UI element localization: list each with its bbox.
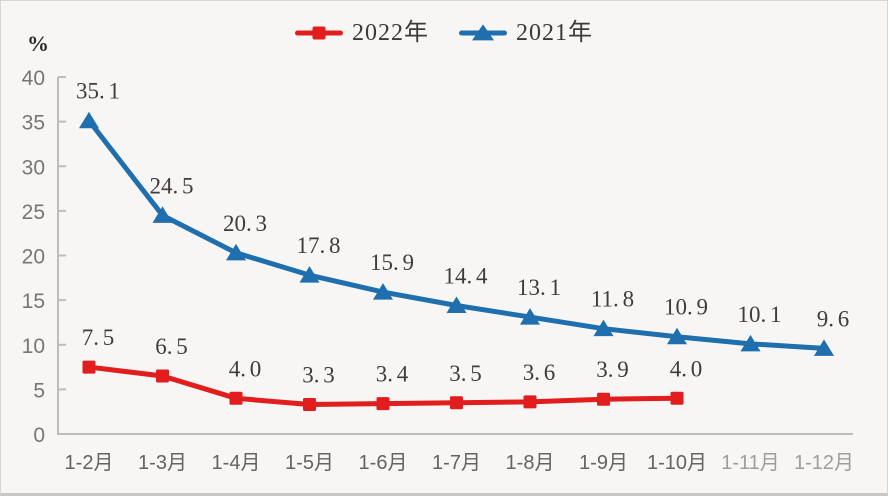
data-point-marker-triangle (299, 266, 320, 283)
series-line-2021年 (86, 118, 827, 351)
data-point-label: 3. 5 (449, 361, 482, 386)
data-point-marker-square (670, 391, 684, 405)
x-axis-category-label: 1-12月 (794, 452, 854, 474)
x-axis-category-label: 1-4月 (212, 452, 261, 474)
data-point-label: 15. 9 (370, 250, 414, 275)
data-point-label: 24. 5 (149, 173, 193, 198)
y-axis-tick-label: 20 (22, 246, 45, 269)
data-point-label: 9. 6 (817, 306, 850, 331)
data-point-marker-triangle (152, 206, 173, 223)
data-point-label: 6. 5 (155, 334, 188, 359)
data-point-marker-square (303, 398, 316, 412)
y-axis-unit-label: % (27, 31, 49, 56)
data-point-label: 7. 5 (82, 325, 115, 350)
x-axis-category-label: 1-2月 (65, 452, 114, 474)
data-point-label: 10. 9 (664, 295, 708, 320)
legend-marker-2021-triangle-icon (459, 24, 507, 41)
y-axis-tick-label: 35 (22, 112, 45, 135)
x-axis-category-label: 1-11月 (721, 452, 780, 474)
data-point-label: 13. 1 (517, 275, 561, 300)
data-point-label: 35. 1 (76, 79, 120, 104)
data-point-marker-triangle (373, 283, 393, 300)
data-point-marker-triangle (593, 319, 614, 337)
chart-legend: 2022年 2021年 (1, 21, 887, 45)
data-point-marker-square (229, 391, 243, 405)
x-axis-category-label: 1-10月 (647, 452, 707, 474)
data-point-marker-square (156, 369, 169, 383)
legend-item-2022: 2022年 (295, 21, 429, 45)
y-axis-tick-label: 25 (22, 201, 45, 224)
legend-label-2021: 2021年 (516, 20, 593, 46)
data-point-label: 3. 4 (376, 362, 409, 387)
y-axis-tick-label: 15 (22, 290, 45, 313)
data-point-label: 20. 3 (223, 211, 267, 236)
data-point-label: 17. 8 (296, 233, 340, 258)
data-point-marker-triangle (814, 339, 834, 356)
y-axis-tick-label: 10 (22, 335, 45, 358)
x-axis-category-label: 1-8月 (506, 452, 555, 474)
x-axis-category-label: 1-5月 (285, 452, 334, 474)
data-point-marker-triangle (740, 334, 761, 352)
data-point-marker-square (376, 397, 390, 411)
x-axis-category-label: 1-7月 (432, 452, 481, 474)
x-axis-category-label: 1-6月 (359, 452, 408, 474)
data-point-label: 4. 0 (670, 356, 703, 381)
y-axis-tick-label: 40 (22, 67, 45, 90)
y-axis-tick-label: 5 (33, 379, 45, 402)
data-point-label: 3. 9 (596, 357, 629, 382)
data-point-marker-triangle (79, 111, 99, 129)
legend-marker-2022-square-icon (295, 25, 343, 41)
x-axis-category-label: 1-9月 (579, 452, 628, 474)
data-point-marker-triangle (226, 243, 246, 261)
y-axis-tick-label: 0 (33, 424, 45, 447)
data-point-marker-square (450, 396, 463, 410)
legend-label-2022: 2022年 (352, 20, 429, 46)
data-point-label: 14. 4 (443, 263, 488, 288)
x-axis-category-label: 1-3月 (138, 452, 187, 474)
axis-lines (57, 77, 853, 435)
legend-item-2021: 2021年 (459, 21, 593, 45)
data-point-marker-square (523, 395, 537, 409)
data-point-marker-square (82, 360, 96, 374)
data-point-marker-triangle (667, 327, 687, 345)
data-point-label: 10. 1 (737, 302, 781, 327)
data-point-marker-square (597, 392, 610, 406)
data-point-marker-triangle (520, 308, 540, 325)
data-point-label: 3. 3 (302, 363, 335, 388)
data-point-label: 11. 8 (591, 287, 634, 312)
data-point-marker-triangle (446, 296, 467, 313)
y-axis-tick-label: 30 (22, 156, 45, 179)
data-point-label: 4. 0 (229, 356, 262, 381)
data-point-label: 3. 6 (523, 360, 556, 385)
